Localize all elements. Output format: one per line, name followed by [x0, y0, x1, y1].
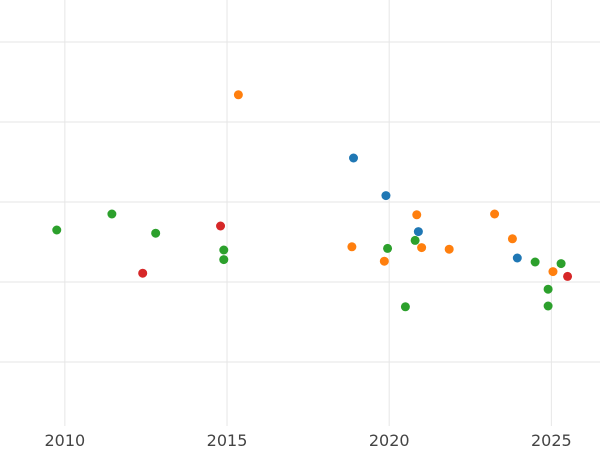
data-point — [543, 301, 553, 311]
data-point — [530, 257, 540, 267]
data-point — [216, 221, 226, 231]
data-point — [381, 191, 391, 201]
data-point — [219, 255, 229, 265]
data-point — [548, 267, 558, 277]
data-point — [413, 227, 423, 237]
data-point — [107, 209, 117, 219]
data-point — [349, 153, 359, 163]
data-point — [507, 234, 517, 244]
data-point — [379, 256, 389, 266]
data-point — [383, 243, 393, 253]
x-tick-label: 2015 — [207, 431, 248, 450]
data-point — [52, 225, 62, 235]
data-point — [233, 90, 243, 100]
data-point — [543, 284, 553, 294]
data-point — [412, 210, 422, 220]
data-point — [219, 245, 229, 255]
data-point — [151, 228, 161, 238]
x-tick-label: 2010 — [45, 431, 86, 450]
data-point — [490, 209, 500, 219]
data-points — [52, 90, 573, 312]
data-point — [512, 253, 522, 263]
data-point — [563, 271, 573, 281]
data-point — [410, 235, 420, 245]
x-tick-label: 2020 — [369, 431, 410, 450]
data-point — [400, 302, 410, 312]
x-tick-label: 2025 — [531, 431, 572, 450]
data-point — [347, 242, 357, 252]
data-point — [556, 259, 566, 269]
data-point — [417, 243, 427, 253]
data-point — [138, 268, 148, 278]
x-axis-tick-labels: 2010 2015 2020 2025 — [45, 431, 572, 450]
gridlines — [0, 0, 600, 426]
data-point — [444, 244, 454, 254]
